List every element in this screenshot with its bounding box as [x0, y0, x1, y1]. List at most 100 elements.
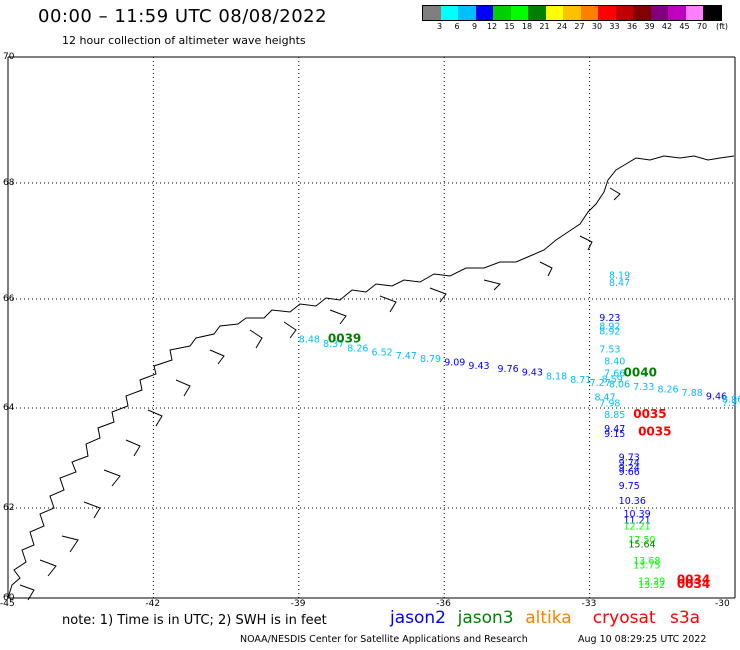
wave-height-label: 9.46	[706, 391, 727, 402]
wave-height-label: 8.19	[609, 271, 630, 282]
scale-swatch	[510, 6, 528, 20]
scale-label: 33	[609, 22, 620, 31]
observation-labels: 8.198.479.238.928.928.48 8.37 8.26 6.52 7.47…	[299, 271, 740, 591]
wave-height-label: 9.43	[522, 367, 543, 378]
scale-swatch	[668, 6, 686, 20]
pass-time-label: 0034	[677, 577, 710, 591]
longitude-tick-label: -36	[436, 599, 451, 609]
wave-height-label: 10.39	[624, 509, 651, 520]
scale-label: 45	[679, 22, 690, 31]
scale-swatch	[563, 6, 581, 20]
latitude-tick-label: 62	[3, 503, 15, 513]
wave-height-label: 8.06	[609, 379, 630, 390]
wave-height-label: 9.66	[619, 467, 640, 478]
scale-label: 36	[626, 22, 638, 31]
footer-note: note: 1) Time is in UTC; 2) SWH is in fe…	[62, 613, 327, 628]
scale-label: 9	[471, 22, 478, 31]
scale-unit: (ft)	[715, 22, 729, 31]
latitude-tick-label: 68	[3, 178, 15, 188]
scale-label: 12	[486, 22, 498, 31]
pass-time-label: 0039	[328, 332, 361, 346]
scale-swatch	[440, 6, 458, 20]
wave-height-label: 7.9	[722, 398, 737, 409]
wave-height-label: 9.74	[619, 458, 640, 469]
wave-height-label: 8.47	[594, 392, 615, 403]
wave-height-label: 8.48	[299, 335, 320, 346]
pass-time-label: 0034	[677, 573, 710, 587]
pass-time-label: 0035	[633, 407, 666, 421]
wave-height-label: 9.47	[604, 424, 625, 435]
wave-height-label: 8.92	[599, 326, 620, 337]
scale-label: 21	[539, 22, 550, 31]
wave-height-label: 9.73	[619, 453, 640, 464]
wave-height-label: 9.75	[619, 481, 640, 492]
legend-item-jason3: jason3	[457, 608, 514, 628]
coastline-fjords	[19, 187, 621, 601]
wave-height-label: 15.64	[628, 540, 655, 551]
scale-label: 15	[504, 22, 515, 31]
wave-height-label: 9.43	[468, 361, 489, 372]
wave-height-label: 8.26	[657, 385, 678, 396]
pass-time-label: 0040	[624, 365, 657, 379]
wave-height-label: 8.40	[604, 356, 625, 367]
longitude-tick-label: -33	[581, 599, 597, 609]
wave-height-label: 9.09	[444, 357, 465, 368]
longitude-tick-label: -39	[290, 599, 306, 609]
wave-height-label: 13.68	[633, 556, 660, 567]
wave-height-label: 9.23	[599, 313, 620, 324]
wave-height-label: 11.21	[624, 515, 651, 526]
latitude-tick-label: 70	[3, 52, 15, 62]
wave-height-label: 10.36	[619, 496, 646, 507]
pass-time-label: 0035	[638, 425, 671, 439]
wave-height-label: 13.75	[633, 560, 660, 571]
wave-height-label: 8.59	[602, 374, 623, 385]
map-title: 00:00 – 11:59 UTC 08/08/2022	[38, 6, 328, 27]
wave-height-label: 8.85	[604, 410, 625, 421]
wave-height-label: 7.47	[396, 351, 417, 362]
scale-label: 6	[454, 22, 460, 31]
scale-label: 24	[556, 22, 568, 31]
map-grid	[7, 56, 736, 599]
legend-item-s3a: s3a	[670, 608, 701, 628]
latitude-tick-label: 64	[3, 403, 15, 413]
scale-swatch	[703, 6, 721, 20]
wave-height-label: 7.88	[682, 388, 703, 399]
scale-swatch	[580, 6, 598, 20]
wave-height-color-scale	[422, 5, 722, 21]
wave-height-label: 7.66	[604, 368, 625, 379]
scale-label: 27	[574, 22, 585, 31]
wave-height-label: 9.76	[498, 364, 519, 375]
scale-label: 39	[644, 22, 655, 31]
legend-item-cryosat: cryosat	[592, 608, 656, 628]
wave-height-label: 7.27	[590, 378, 611, 389]
scale-swatch	[615, 6, 633, 20]
latitude-tick-label: 66	[3, 294, 15, 304]
footer-timestamp: Aug 10 08:29:25 UTC 2022	[578, 634, 707, 645]
scale-label: 42	[661, 22, 673, 31]
scale-swatch	[598, 6, 616, 20]
wave-height-label: 7.98	[599, 398, 620, 409]
map-subtitle: 12 hour collection of altimeter wave hei…	[62, 34, 306, 47]
scale-label: 3	[436, 22, 443, 31]
scale-swatch	[545, 6, 563, 20]
scale-swatch	[633, 6, 651, 20]
scale-swatch	[458, 6, 476, 20]
wave-height-label: 13.32	[638, 580, 665, 591]
wave-height-label: 8.26	[347, 343, 368, 354]
scale-label: 18	[521, 22, 533, 31]
wave-height-label: 8.37	[323, 339, 344, 350]
longitude-tick-label: -30	[715, 599, 730, 609]
scale-label: 30	[591, 22, 603, 31]
wave-height-label: 9.15	[604, 429, 625, 440]
wave-height-label: 8.96	[722, 395, 740, 406]
wave-height-label: 7.33	[633, 382, 654, 393]
wave-height-label: 8.71	[570, 375, 591, 386]
wave-height-label: 17.50	[628, 535, 655, 546]
wave-height-label: 8.18	[546, 372, 567, 383]
coastline-path	[7, 155, 735, 599]
wave-height-label: 8.47	[609, 278, 630, 289]
wave-height-label: 6.52	[372, 348, 393, 359]
wave-height-label: 12.29	[638, 577, 665, 588]
